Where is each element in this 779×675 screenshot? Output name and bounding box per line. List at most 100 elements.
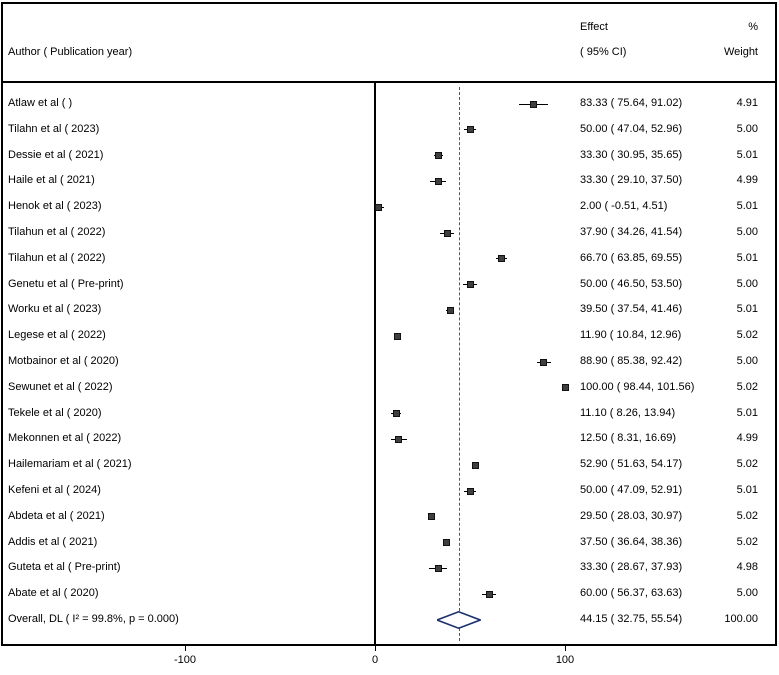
study-marker [443,229,451,237]
study-weight-label: 5.00 [736,355,758,367]
study-effect-label: 66.70 ( 63.85, 69.55) [580,251,683,264]
study-author-label: Worku et al ( 2023) [8,303,102,316]
study-weight-label: 5.01 [736,484,758,496]
study-effect-label: 37.50 ( 36.64, 38.36) [580,535,683,548]
study-weight-label: 5.01 [736,148,758,161]
study-effect-label: 11.90 ( 10.84, 12.96) [580,329,682,342]
study-marker [540,358,548,366]
effect-column-header: Effect [580,21,608,33]
study-effect-label: 50.00 ( 47.09, 52.91) [580,484,683,496]
overall-effect-label: 44.15 ( 32.75, 55.54) [580,613,683,625]
study-marker [375,203,383,211]
study-author-label: Legese et al ( 2022) [8,329,106,342]
study-effect-label: 50.00 ( 47.04, 52.96) [580,122,683,135]
study-weight-label: 5.02 [736,509,758,522]
study-author-label: Mekonnen et al ( 2022) [8,432,122,445]
study-effect-label: 33.30 ( 29.10, 37.50) [580,174,683,187]
plot-frame [1,2,777,646]
study-weight-label: 5.00 [736,122,758,135]
study-effect-label: 100.00 ( 98.44, 101.56) [580,380,695,393]
study-marker [434,177,442,185]
zero-reference-line [374,83,376,646]
study-weight-label: 5.02 [736,329,758,342]
study-weight-label: 5.01 [736,303,758,316]
overall-weight-label: 100.00 [724,613,758,625]
study-weight-label: 4.99 [736,432,758,445]
study-weight-label: 5.00 [736,277,758,290]
study-weight-label: 5.02 [736,535,758,548]
x-axis-tick-label: 0 [371,654,379,666]
study-marker [498,255,506,263]
study-author-label: Haile et al ( 2021) [8,174,95,187]
study-marker [442,539,450,547]
study-weight-label: 5.02 [736,458,758,471]
overall-label: Overall, DL ( I² = 99.8%, p = 0.000) [8,613,179,625]
study-author-label: Atlaw et al ( ) [8,97,73,109]
x-axis-tick-label: 100 [555,654,575,666]
study-effect-label: 33.30 ( 30.95, 35.65) [580,148,683,161]
study-effect-label: 60.00 ( 56.37, 63.63) [580,587,683,600]
study-effect-label: 37.90 ( 34.26, 41.54) [580,226,683,238]
study-effect-label: 2.00 ( -0.51, 4.51) [580,200,668,213]
study-author-label: Abdeta et al ( 2021) [8,509,105,522]
study-marker [392,410,400,418]
study-author-label: Addis et al ( 2021) [8,535,98,548]
study-author-label: Tilahun et al ( 2022) [8,226,106,238]
author-column-header: Author ( Publication year) [8,46,133,58]
study-weight-label: 5.00 [736,587,758,600]
x-axis-tick [374,646,376,651]
study-weight-label: 5.01 [736,406,758,419]
study-effect-label: 12.50 ( 8.31, 16.69) [580,432,677,445]
study-weight-label: 5.00 [736,226,758,238]
study-marker [529,100,537,108]
study-marker [395,435,403,443]
x-axis-tick-label: -100 [173,654,197,666]
study-effect-label: 29.50 ( 28.03, 30.97) [580,509,683,522]
study-marker [434,564,442,572]
study-author-label: Henok et al ( 2023) [8,200,102,213]
study-marker [466,126,474,134]
study-author-label: Motbainor et al ( 2020) [8,355,119,367]
study-weight-label: 5.01 [736,200,758,213]
study-author-label: Tekele et al ( 2020) [8,406,102,419]
study-author-label: Tilahn et al ( 2023) [8,122,100,135]
study-effect-label: 50.00 ( 46.50, 53.50) [580,277,683,290]
study-weight-label: 4.99 [736,174,758,187]
study-effect-label: 33.30 ( 28.67, 37.93) [580,561,683,574]
overall-diamond [434,610,483,630]
study-author-label: Guteta et al ( Pre-print) [8,561,121,574]
study-marker [561,384,569,392]
study-effect-label: 39.50 ( 37.54, 41.46) [580,303,683,316]
study-marker [472,461,479,469]
study-weight-label: 4.91 [736,97,758,109]
effect-ci-column-header: ( 95% CI) [580,46,627,58]
study-marker [485,590,493,598]
study-weight-label: 5.01 [736,251,758,264]
study-marker [427,513,435,521]
study-marker [466,487,474,495]
study-author-label: Dessie et al ( 2021) [8,148,104,161]
study-marker [466,281,474,289]
study-weight-label: 5.02 [736,380,758,393]
study-marker [446,306,454,314]
x-axis-tick [184,646,186,651]
weight-column-header: Weight [723,46,758,58]
study-author-label: Hailemariam et al ( 2021) [8,458,132,471]
x-axis-tick [564,646,566,651]
study-effect-label: 88.90 ( 85.38, 92.42) [580,355,683,367]
study-weight-label: 4.98 [736,561,758,574]
study-author-label: Tilahun et al ( 2022) [8,251,106,264]
study-author-label: Sewunet et al ( 2022) [8,380,113,393]
study-author-label: Abate et al ( 2020) [8,587,99,600]
header-separator [1,81,777,83]
study-marker [434,152,442,160]
study-effect-label: 52.90 ( 51.63, 54.17) [580,458,683,471]
study-marker [394,332,402,340]
study-effect-label: 11.10 ( 8.26, 13.94) [580,406,676,419]
study-effect-label: 83.33 ( 75.64, 91.02) [580,97,683,109]
study-author-label: Genetu et al ( Pre-print) [8,277,124,290]
study-author-label: Kefeni et al ( 2024) [8,484,101,496]
percent-column-header: % [748,21,758,33]
overall-dashed-line [459,87,460,641]
